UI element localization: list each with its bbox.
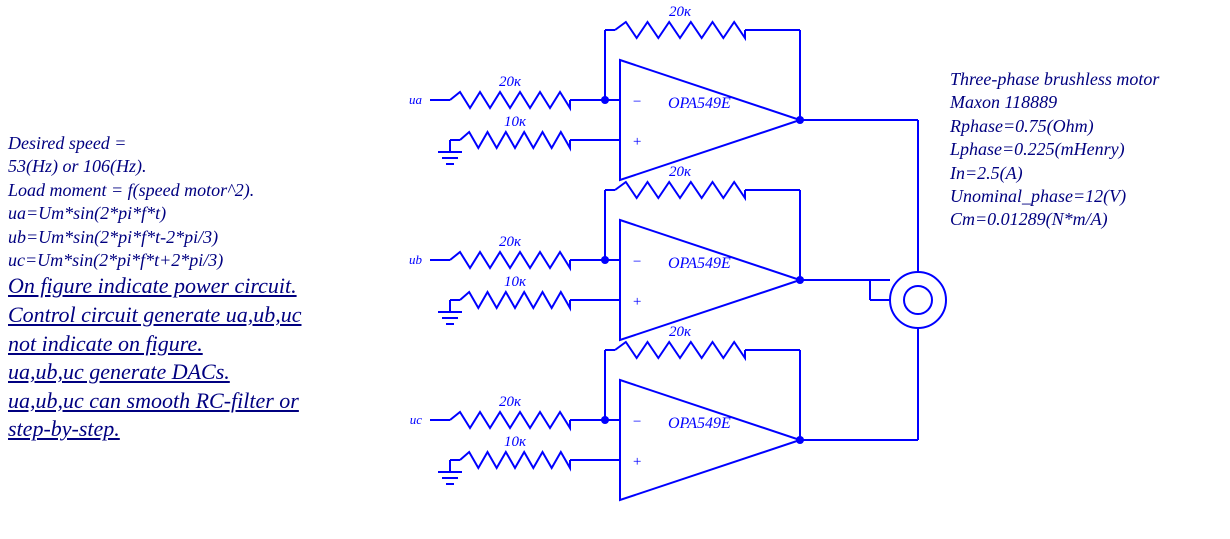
svg-text:−: − [632,94,642,110]
svg-text:20к: 20к [669,324,692,340]
svg-text:−: − [632,254,642,270]
svg-text:20к: 20к [499,394,522,410]
schematic-svg: ua 20к 20к 10к − + OPA549E ub 20к 20к 10к − + OPA549E… [0,0,1230,539]
svg-text:OPA549E: OPA549E [668,415,731,432]
svg-text:uc: uc [410,412,423,427]
svg-text:20к: 20к [499,74,522,90]
svg-text:20к: 20к [669,164,692,180]
svg-text:+: + [632,134,642,150]
svg-text:ua: ua [409,92,423,107]
svg-text:10к: 10к [504,114,527,130]
svg-text:10к: 10к [504,434,527,450]
svg-text:−: − [632,414,642,430]
svg-text:20к: 20к [669,4,692,20]
svg-text:ub: ub [409,252,423,267]
svg-text:OPA549E: OPA549E [668,255,731,272]
svg-text:+: + [632,294,642,310]
svg-text:10к: 10к [504,274,527,290]
svg-text:+: + [632,454,642,470]
svg-text:OPA549E: OPA549E [668,95,731,112]
svg-text:20к: 20к [499,234,522,250]
